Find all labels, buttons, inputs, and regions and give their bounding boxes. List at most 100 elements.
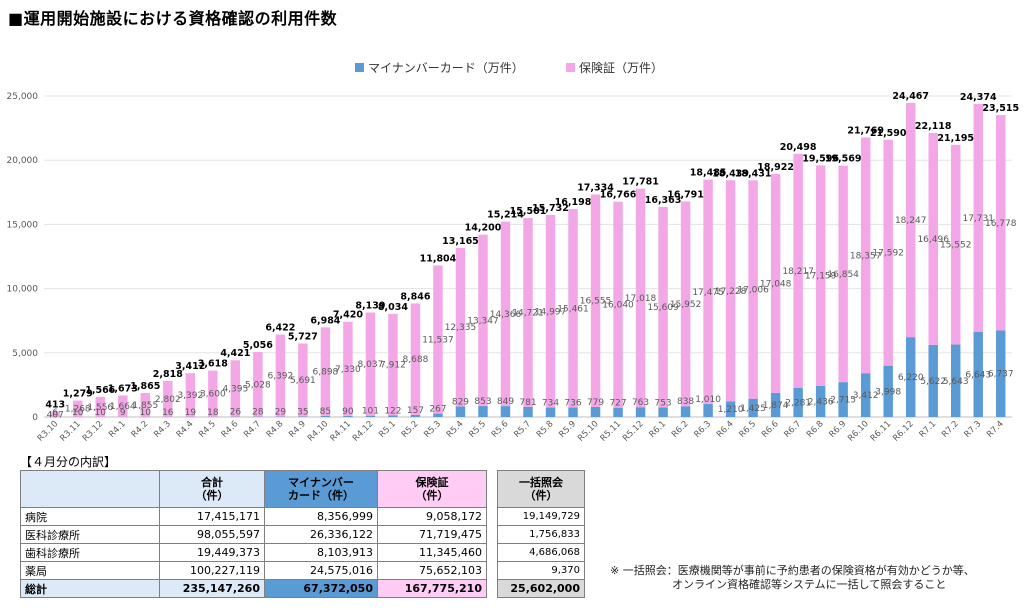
x-tick-label: R5.7 [512, 419, 533, 440]
insurance-value-label: 7,912 [380, 361, 406, 371]
bar-insurance [703, 179, 713, 405]
total-label: 11,804 [420, 253, 457, 264]
x-tick-label: R4.6 [220, 419, 241, 440]
x-tick-label: R7.1 [918, 419, 939, 440]
x-tick-label: R6.2 [670, 419, 691, 440]
my-number-value-label: 736 [564, 399, 581, 409]
x-tick-label: R5.2 [400, 419, 421, 440]
cell-ikkatsu: 4,686,068 [497, 543, 585, 562]
insurance-value-label: 6,898 [313, 368, 339, 378]
bar-insurance [658, 206, 668, 408]
cell-ikkatsu: 19,149,729 [497, 507, 585, 526]
bar-insurance [253, 352, 263, 417]
insurance-value-label: 17,159 [805, 272, 837, 282]
insurance-value-label: 18,357 [850, 251, 882, 261]
bar-my-number [860, 373, 871, 417]
insurance-value-label: 3,392 [177, 391, 203, 401]
my-number-value-label: 19 [185, 408, 197, 418]
legend-my-number-label: マイナンバーカード（万件） [368, 61, 524, 75]
insurance-value-label: 15,609 [647, 303, 679, 313]
my-number-value-label: 9 [120, 408, 126, 418]
my-number-value-label: 853 [474, 397, 491, 407]
insurance-value-label: 1,664 [110, 402, 136, 412]
x-tick-label: R6.8 [805, 419, 826, 440]
x-tick-label: R5.8 [535, 419, 556, 440]
my-number-value-label: 727 [609, 399, 626, 409]
header-my-number-label: マイナンバー カード（件） [288, 476, 354, 502]
y-tick-label: 0 [32, 413, 38, 423]
header-blank [20, 470, 160, 508]
insurance-value-label: 6,392 [267, 372, 293, 382]
legend-swatch-pink [566, 63, 575, 72]
bar-insurance [523, 217, 533, 407]
x-tick-label: R5.3 [422, 419, 443, 440]
cell-total: 100,227,119 [159, 561, 265, 580]
my-number-value-label: 6,220 [898, 373, 924, 383]
total-label: 3,412 [175, 361, 205, 372]
bar-insurance [410, 303, 421, 415]
bar-insurance [140, 393, 151, 417]
bar-insurance [635, 188, 646, 408]
total-label: 24,467 [892, 91, 929, 102]
insurance-value-label: 14,721 [512, 308, 544, 318]
bar-insurance [793, 153, 803, 388]
legend-insurance: 保険証（万件） [566, 59, 663, 76]
insurance-value-label: 17,592 [872, 249, 904, 259]
total-label: 15,214 [487, 210, 524, 221]
my-number-value-label: 753 [654, 398, 671, 408]
bar-my-number [793, 387, 803, 417]
bar-my-number [725, 401, 736, 417]
bar-my-number [905, 337, 916, 417]
bar-my-number [590, 406, 601, 417]
total-label: 19,569 [825, 154, 862, 165]
bar-insurance [118, 395, 128, 417]
total-label: 16,198 [555, 197, 592, 208]
bar-my-number [388, 415, 398, 417]
bar-insurance [725, 180, 736, 402]
bar-insurance [973, 104, 983, 332]
x-tick-label: R6.11 [869, 419, 894, 444]
bar-my-number [680, 406, 691, 417]
insurance-value-label: 15,461 [557, 304, 589, 314]
bar-insurance [230, 360, 241, 417]
total-label: 15,501 [510, 206, 547, 217]
bar-insurance [815, 165, 826, 386]
bar-insurance [320, 327, 331, 416]
my-number-value-label: 838 [677, 397, 694, 407]
total-label: 24,374 [960, 92, 997, 103]
my-number-value-label: 781 [519, 398, 536, 408]
cell-insurance: 9,058,172 [377, 507, 487, 526]
header-insurance-label: 保険証 （件） [415, 476, 449, 502]
table-row: 病院 17,415,171 8,356,999 9,058,172 [20, 507, 487, 526]
cell-my-number: 8,356,999 [264, 507, 378, 526]
my-number-value-label: 267 [429, 405, 446, 415]
insurance-value-label: 16,555 [580, 297, 612, 307]
insurance-value-label: 17,006 [737, 286, 769, 296]
legend-my-number: マイナンバーカード（万件） [355, 59, 524, 76]
x-tick-label: R6.3 [692, 419, 713, 440]
x-tick-label: R6.7 [782, 419, 803, 440]
header-total: 合計 （件） [159, 470, 265, 508]
total-label: 14,200 [465, 223, 502, 234]
total-label: 18,922 [757, 162, 794, 173]
cell-my-number: 24,575,016 [264, 561, 378, 580]
bar-insurance [95, 396, 106, 417]
header-my-number: マイナンバー カード（件） [264, 470, 378, 508]
insurance-value-label: 16,496 [917, 235, 949, 245]
insurance-value-label: 2,802 [155, 395, 181, 405]
bar-my-number [320, 415, 331, 417]
total-label: 1,566 [85, 385, 115, 396]
x-tick-label: R6.6 [760, 419, 781, 440]
my-number-value-label: 16 [162, 408, 174, 418]
table-row: 歯科診療所 19,449,373 8,103,913 11,345,460 [20, 543, 487, 562]
x-tick-label: R7.3 [963, 419, 984, 440]
ikkatsu-total-row: 25,602,000 [497, 579, 585, 598]
total-label: 2,818 [153, 369, 183, 380]
bar-insurance [500, 221, 511, 407]
total-label: 21,590 [870, 128, 907, 139]
bar-insurance [455, 247, 466, 407]
my-number-value-label: 2,281 [785, 398, 811, 408]
my-number-value-label: 2,436 [808, 397, 834, 407]
cell-my-number: 8,103,913 [264, 543, 378, 562]
cell-insurance: 75,652,103 [377, 561, 487, 580]
